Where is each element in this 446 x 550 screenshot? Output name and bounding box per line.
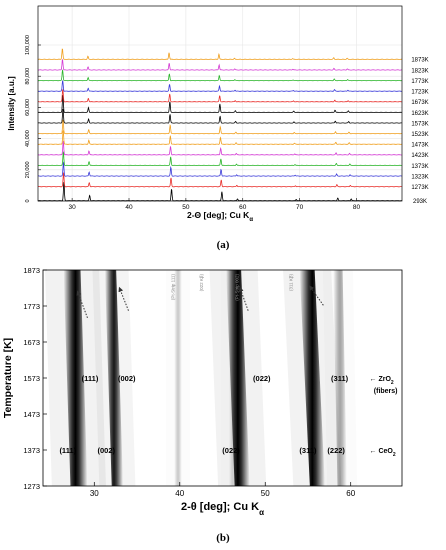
x-tick-label: 50	[182, 204, 190, 211]
x-tick-label: 70	[296, 204, 304, 211]
x-axis-label: 2-θ [deg]; Cu Kα	[181, 501, 264, 517]
x-tick-label: 30	[90, 489, 99, 498]
diffraction-band-0	[63, 270, 88, 486]
y-tick-label: 1673	[23, 338, 40, 347]
shift-arrow-3	[309, 285, 324, 306]
legend-label-1823K: 1823K	[411, 68, 428, 74]
legend-label-1373K: 1373K	[411, 164, 428, 170]
diffraction-band-halo-1	[92, 270, 136, 486]
legend-label-1323K: 1323K	[411, 174, 428, 180]
series-line-1373K	[37, 151, 402, 167]
zro2-fibers-label: (fibers)	[374, 388, 398, 395]
y-tick-label: 1473	[23, 410, 40, 419]
y-tick-label: 0	[25, 199, 31, 202]
xrd-line-chart: 293K 1273K 1323K 1373K 1423K 1473K 1523K 1573K 1…	[0, 0, 446, 232]
legend-label-1273K: 1273K	[411, 185, 428, 191]
legend-label-1673K: 1673K	[411, 100, 428, 106]
series-line-1723K	[38, 80, 402, 92]
miller-index-label-5: (002)	[97, 446, 115, 455]
x-tick-label: 40	[175, 489, 184, 498]
reflection-label-0: (Pt-Strip 111)	[171, 274, 176, 301]
miller-index-label-0: (111)	[82, 374, 99, 383]
diffraction-band-3	[299, 270, 325, 486]
shift-arrow-0	[76, 290, 88, 319]
series-line-1323K	[38, 160, 402, 177]
x-tick-label: 80	[353, 204, 361, 211]
ceo2-label: ← CeO2	[370, 448, 396, 458]
series-line-293K	[37, 181, 402, 202]
y-tick-label: 40,000	[25, 130, 31, 147]
y-axis-label: Intensity [a.u.]	[7, 76, 16, 131]
series-line-1623K	[38, 95, 402, 113]
shift-arrow-1	[118, 286, 129, 311]
miller-index-label-8: (222)	[327, 446, 345, 455]
xrd-heatmap-svg: (Pt-Strip 111) (022 Kβ) (Pt-Strip 002) (311…	[2, 266, 403, 517]
zro2-label: ← ZrO2	[370, 376, 394, 386]
y-tick-label: 20,000	[25, 161, 31, 178]
series-line-1823K	[38, 59, 402, 71]
xrd-line-chart-svg: 293K 1273K 1323K 1373K 1423K 1473K 1523K 1573K 1…	[7, 5, 429, 223]
legend-label-1473K: 1473K	[411, 143, 428, 149]
reflection-label-3: (311 Kβ)	[289, 274, 294, 292]
diffraction-band-5	[174, 270, 182, 486]
reflection-label-1: (022 Kβ)	[199, 274, 204, 292]
y-tick-label: 1373	[23, 446, 40, 455]
x-tick-label: 40	[125, 204, 133, 211]
legend-label-1573K: 1573K	[411, 121, 428, 127]
legend-label-1723K: 1723K	[411, 90, 428, 96]
legend-label-1873K: 1873K	[411, 58, 428, 64]
y-tick-label: 100,000	[25, 35, 31, 55]
panel-label-a: (a)	[216, 239, 230, 251]
x-tick-label: 60	[346, 489, 355, 498]
diffraction-band-halo-5	[166, 270, 190, 486]
plot-frame	[37, 5, 403, 202]
x-tick-label: 60	[239, 204, 247, 211]
diffraction-band-halo-2	[209, 270, 267, 486]
diffraction-band-halo-3	[283, 270, 342, 486]
x-axis-label: 2-Θ [deg]; Cu Kα	[187, 210, 253, 223]
y-tick-label: 1773	[23, 302, 40, 311]
legend-label-293K: 293K	[413, 199, 427, 205]
legend-label-1523K: 1523K	[411, 132, 428, 138]
series-line-1873K	[37, 48, 402, 60]
series-line-1473K	[37, 130, 402, 145]
miller-index-label-2: (022)	[253, 374, 271, 383]
reflection-label-2: (Pt-Strip 002)	[235, 274, 240, 301]
diffraction-band-1	[104, 270, 124, 486]
miller-index-label-4: (111)	[59, 446, 76, 455]
diffraction-band-4	[333, 270, 347, 486]
x-tick-label: 50	[261, 489, 270, 498]
series-line-1523K	[38, 119, 402, 135]
y-axis-label: Temperature [K]	[2, 338, 14, 418]
y-tick-label: 1873	[23, 266, 40, 275]
y-tick-label: 60,000	[25, 99, 31, 116]
x-tick-label: 30	[69, 204, 77, 211]
series-line-1573K	[37, 108, 402, 124]
legend-label-1773K: 1773K	[411, 79, 428, 85]
series-line-1273K	[38, 172, 402, 188]
diffraction-band-halo-0	[44, 270, 106, 486]
y-tick-label: 1573	[23, 374, 40, 383]
miller-index-label-7: (311)	[299, 446, 317, 455]
series-line-1673K	[38, 88, 402, 103]
legend-label-1623K: 1623K	[411, 111, 428, 117]
diffraction-band-6	[228, 270, 237, 486]
legend-label-1423K: 1423K	[411, 153, 428, 159]
y-tick-label: 1273	[23, 482, 40, 491]
panel-label-b: (b)	[216, 532, 230, 544]
miller-index-label-6: (022)	[222, 446, 240, 455]
miller-index-label-3: (311)	[331, 374, 349, 383]
xrd-temperature-heatmap: (Pt-Strip 111) (022 Kβ) (Pt-Strip 002) (311…	[0, 262, 446, 524]
miller-index-label-1: (002)	[118, 374, 136, 383]
shift-arrow-2	[238, 286, 249, 311]
series-line-1423K	[37, 140, 402, 156]
y-tick-label: 80,000	[25, 68, 31, 85]
series-line-1773K	[38, 69, 402, 82]
